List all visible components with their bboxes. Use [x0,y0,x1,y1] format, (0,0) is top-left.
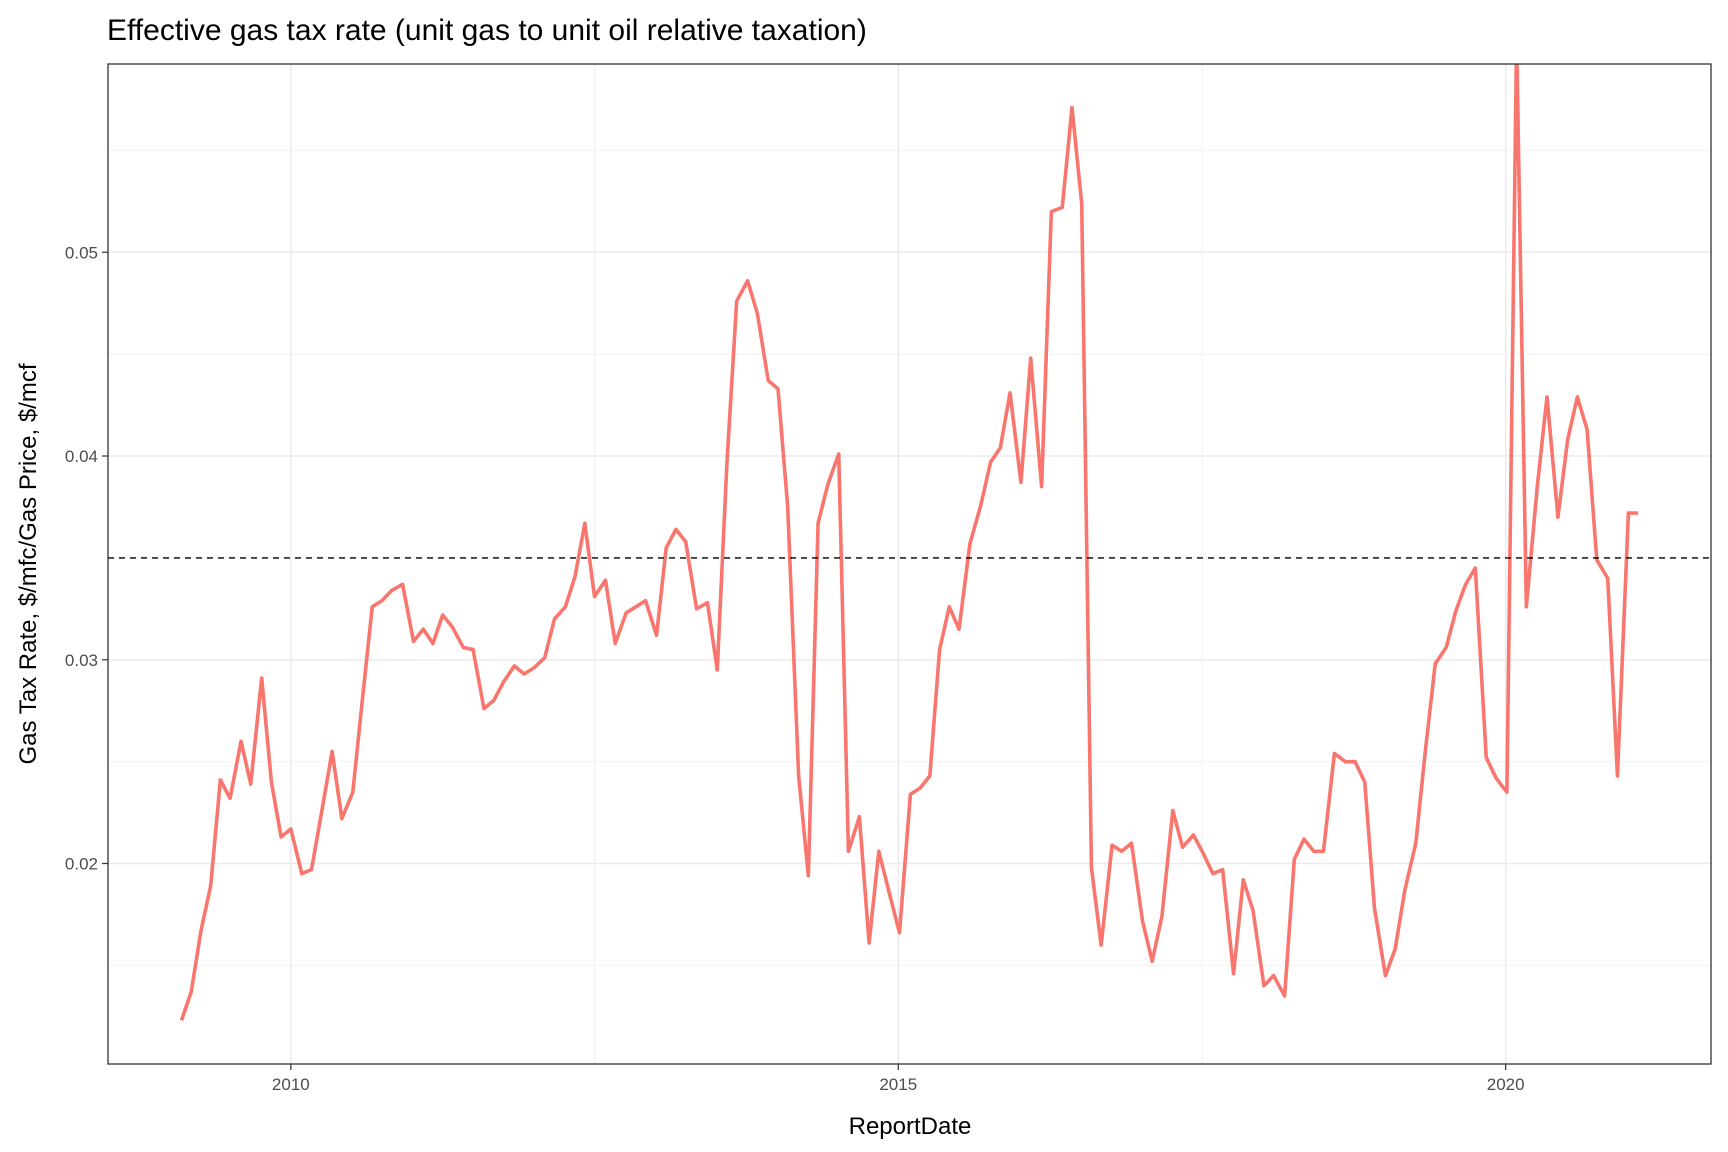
panel-border [107,63,1712,1065]
y-tick-label: 0.02 [65,855,98,874]
y-tick-label: 0.04 [65,447,98,466]
x-tick-label: 2015 [879,1075,917,1094]
chart-title: Effective gas tax rate (unit gas to unit… [107,14,867,47]
y-tick-label: 0.03 [65,651,98,670]
axes: 2010 2015 2020 0.02 0.03 0.04 0.05 [65,243,1525,1094]
plot-area [108,64,1711,1021]
x-axis-title: ReportDate [849,1113,972,1140]
grid [108,64,1711,1064]
x-tick-label: 2010 [272,1075,310,1094]
panel [108,64,1711,1064]
y-axis-title: Gas Tax Rate, $/mfc/Gas Price, $/mcf [15,363,42,764]
line-series [179,64,1639,1021]
x-tick-label: 2020 [1487,1075,1525,1094]
y-tick-label: 0.05 [65,243,98,262]
